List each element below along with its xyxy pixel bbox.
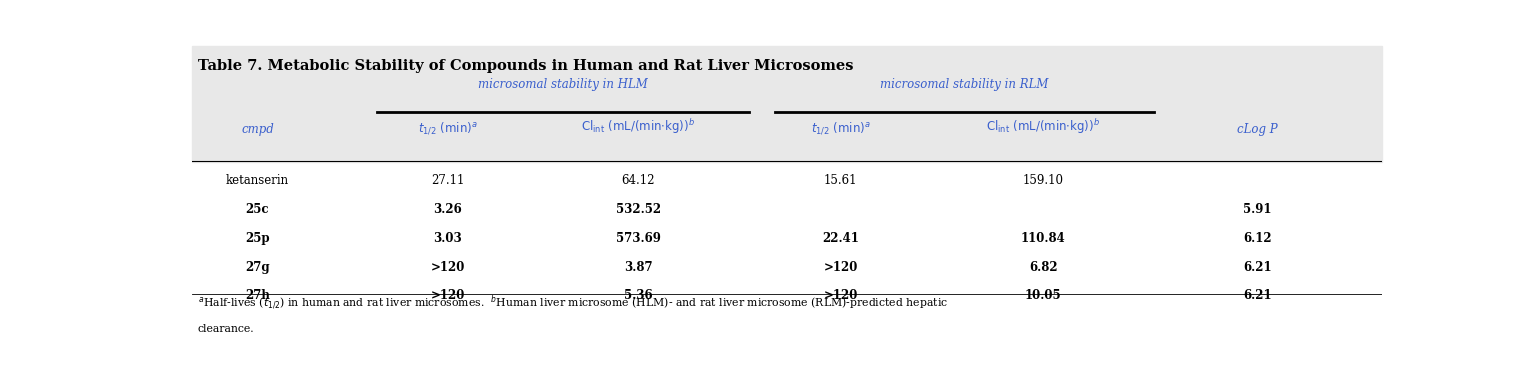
Text: $^a$Half-lives ($t_{1/2}$) in human and rat liver microsomes.  $^b$Human liver m: $^a$Half-lives ($t_{1/2}$) in human and …	[198, 293, 948, 312]
Text: >120: >120	[823, 289, 859, 302]
Text: 25c: 25c	[246, 203, 269, 216]
Text: 27g: 27g	[246, 261, 270, 274]
Text: 159.10: 159.10	[1023, 174, 1063, 187]
Text: >120: >120	[430, 261, 465, 274]
Text: $t_{1/2}\ \mathrm{(min)}^a$: $t_{1/2}\ \mathrm{(min)}^a$	[418, 120, 478, 136]
Text: 5.36: 5.36	[624, 289, 653, 302]
Text: microsomal stability in HLM: microsomal stability in HLM	[478, 78, 648, 91]
Text: 15.61: 15.61	[823, 174, 857, 187]
Text: $\mathrm{Cl_{int}\ (mL/(min{\cdot}kg))^{\mathit{b}}}$: $\mathrm{Cl_{int}\ (mL/(min{\cdot}kg))^{…	[582, 117, 696, 136]
Text: cmpd: cmpd	[241, 123, 273, 136]
Text: 64.12: 64.12	[622, 174, 656, 187]
Text: 3.87: 3.87	[624, 261, 653, 274]
Text: 25p: 25p	[246, 231, 270, 245]
Text: 10.05: 10.05	[1025, 289, 1061, 302]
Text: 3.03: 3.03	[433, 231, 462, 245]
Text: 6.21: 6.21	[1243, 289, 1272, 302]
Text: 6.82: 6.82	[1029, 261, 1057, 274]
Bar	[192, 46, 1382, 162]
Text: 27h: 27h	[246, 289, 270, 302]
Text: 6.21: 6.21	[1243, 261, 1272, 274]
Text: >120: >120	[823, 261, 859, 274]
Text: Table 7. Metabolic Stability of Compounds in Human and Rat Liver Microsomes: Table 7. Metabolic Stability of Compound…	[198, 59, 854, 73]
Text: >120: >120	[430, 289, 465, 302]
Text: 110.84: 110.84	[1021, 231, 1066, 245]
Text: 27.11: 27.11	[432, 174, 464, 187]
Text: $\mathrm{Cl_{int}\ (mL/(min{\cdot}kg))^{\mathit{b}}}$: $\mathrm{Cl_{int}\ (mL/(min{\cdot}kg))^{…	[986, 117, 1100, 136]
Text: 22.41: 22.41	[822, 231, 859, 245]
Text: 532.52: 532.52	[616, 203, 660, 216]
Text: 3.26: 3.26	[433, 203, 462, 216]
Text: 5.91: 5.91	[1243, 203, 1272, 216]
Text: 6.12: 6.12	[1243, 231, 1272, 245]
Text: ketanserin: ketanserin	[226, 174, 289, 187]
Text: cLog P: cLog P	[1236, 123, 1278, 136]
Text: microsomal stability in RLM: microsomal stability in RLM	[880, 78, 1049, 91]
Text: 573.69: 573.69	[616, 231, 660, 245]
Text: $t_{1/2}\ \mathrm{(min)}^a$: $t_{1/2}\ \mathrm{(min)}^a$	[811, 120, 871, 136]
Text: clearance.: clearance.	[198, 324, 255, 334]
